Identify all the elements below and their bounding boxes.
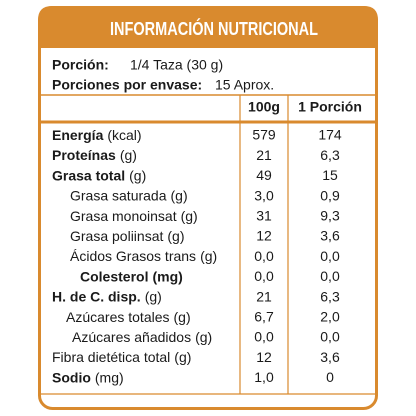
outer-border — [38, 6, 378, 410]
value-100g: 21 — [256, 288, 272, 304]
value-portion: 0,0 — [320, 268, 340, 284]
value-portion: 6,3 — [320, 147, 340, 163]
value-portion: 0,0 — [320, 248, 340, 264]
nutrient-label: Azúcares añadidos (g) — [72, 329, 212, 345]
nutrient-label: Ácidos Grasos trans (g) — [70, 248, 217, 264]
value-100g: 49 — [256, 167, 272, 183]
serving-value: 1/4 Taza (30 g) — [130, 57, 223, 73]
column-header: 1 Porción — [298, 99, 362, 115]
value-portion: 3,6 — [320, 228, 340, 244]
value-100g: 0,0 — [254, 329, 274, 345]
nutrient-unit: (mg) — [152, 268, 182, 284]
servings-value: 15 Aprox. — [215, 77, 274, 93]
value-100g: 21 — [256, 147, 272, 163]
value-portion: 2,0 — [320, 309, 340, 325]
title: INFORMACIÓN NUTRICIONAL — [110, 18, 318, 39]
nutrient-name: Grasa total — [52, 167, 125, 183]
value-100g: 31 — [256, 208, 272, 224]
nutrient-unit: (kcal) — [107, 127, 141, 143]
nutrient-name: H. de C. disp. — [52, 288, 141, 304]
value-100g: 0,0 — [254, 248, 274, 264]
nutrient-label: Grasa total (g) — [52, 167, 146, 183]
value-100g: 579 — [252, 127, 276, 143]
value-100g: 1,0 — [254, 369, 274, 385]
nutrient-unit: (g) — [145, 288, 162, 304]
value-portion: 15 — [322, 167, 338, 183]
nutrient-unit: (g) — [174, 309, 191, 325]
nutrient-label: Azúcares totales (g) — [66, 309, 191, 325]
value-100g: 12 — [256, 228, 272, 244]
value-portion: 0,9 — [320, 187, 340, 203]
nutrient-name: Ácidos Grasos trans — [70, 248, 196, 264]
value-100g: 0,0 — [254, 268, 274, 284]
nutrient-name: Grasa poliinsat — [70, 228, 163, 244]
nutrient-unit: (g) — [195, 329, 212, 345]
nutrient-unit: (g) — [200, 248, 217, 264]
column-header: 100g — [248, 99, 280, 115]
nutrient-name: Energía — [52, 127, 104, 143]
nutrient-label: Energía (kcal) — [52, 127, 142, 143]
nutrient-label: Sodio (mg) — [52, 369, 124, 385]
nutrient-name: Proteínas — [52, 147, 116, 163]
value-portion: 9,3 — [320, 208, 340, 224]
nutrient-unit: (g) — [129, 167, 146, 183]
nutrient-unit: (g) — [174, 349, 191, 365]
nutrient-label: Grasa monoinsat (g) — [70, 208, 198, 224]
servings-label: Porciones por envase: — [52, 77, 202, 93]
nutrient-name: Grasa saturada — [70, 187, 167, 203]
nutrient-unit: (mg) — [95, 369, 124, 385]
value-100g: 12 — [256, 349, 272, 365]
value-portion: 3,6 — [320, 349, 340, 365]
value-portion: 0,0 — [320, 329, 340, 345]
serving-label: Porción: — [52, 57, 109, 73]
nutrient-label: Colesterol (mg) — [80, 268, 183, 284]
value-portion: 174 — [318, 127, 342, 143]
nutrient-unit: (g) — [171, 187, 188, 203]
value-100g: 3,0 — [254, 187, 274, 203]
nutrient-name: Grasa monoinsat — [70, 208, 177, 224]
header-band — [38, 6, 378, 48]
nutrient-name: Fibra dietética total — [52, 349, 170, 365]
nutrient-label: Proteínas (g) — [52, 147, 137, 163]
nutrient-label: Grasa poliinsat (g) — [70, 228, 185, 244]
nutrient-unit: (g) — [167, 228, 184, 244]
value-portion: 6,3 — [320, 288, 340, 304]
nutrient-unit: (g) — [120, 147, 137, 163]
nutrient-label: Fibra dietética total (g) — [52, 349, 191, 365]
nutrient-label: Grasa saturada (g) — [70, 187, 188, 203]
value-100g: 6,7 — [254, 309, 274, 325]
nutrient-unit: (g) — [181, 208, 198, 224]
nutrient-label: H. de C. disp. (g) — [52, 288, 162, 304]
nutrient-name: Sodio — [52, 369, 91, 385]
nutrient-name: Azúcares totales — [66, 309, 170, 325]
value-portion: 0 — [326, 369, 334, 385]
nutrient-name: Colesterol — [80, 268, 148, 284]
nutrient-name: Azúcares añadidos — [72, 329, 191, 345]
